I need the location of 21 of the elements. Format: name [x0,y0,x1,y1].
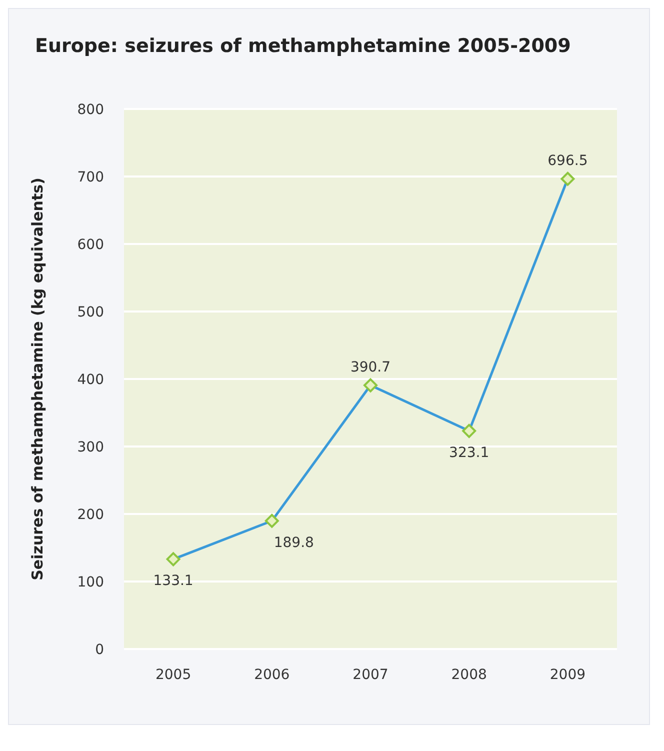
y-tick-label: 600 [77,236,104,253]
x-tick-label: 2005 [155,666,192,683]
y-tick-label: 400 [77,372,104,388]
x-tick-label: 2008 [451,666,487,683]
y-tick-label: 700 [77,169,104,186]
y-tick-label: 500 [77,304,104,320]
data-label: 323.1 [449,444,490,461]
y-tick-label: 800 [77,102,104,118]
data-label: 696.5 [548,152,588,169]
y-tick-label: 200 [77,506,104,523]
chart-title: Europe: seizures of methamphetamine 2005-2009 [35,35,571,57]
y-tick-label: 100 [77,574,104,590]
y-tick-label: 0 [95,642,104,658]
x-tick-label: 2006 [254,666,290,683]
y-tick-label: 300 [77,439,104,456]
data-label: 133.1 [153,573,194,590]
data-label: 390.7 [350,359,391,376]
y-axis-title: Seizures of methamphetamine (kg equivalents) [28,178,46,580]
x-tick-label: 2009 [550,666,586,683]
data-label: 189.8 [274,534,314,551]
x-tick-label: 2007 [352,666,388,683]
